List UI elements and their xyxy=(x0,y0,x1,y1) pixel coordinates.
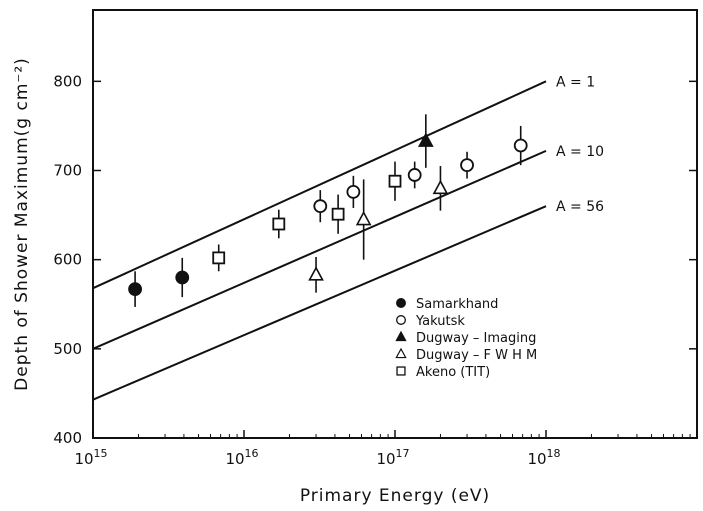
y-tick-label: 600 xyxy=(53,251,82,269)
model-line-label: A = 10 xyxy=(556,144,604,160)
legend-marker-dugway-f-w-h-m xyxy=(395,347,407,359)
y-tick-label: 700 xyxy=(53,162,82,180)
legend-label-dugway-f-w-h-m: Dugway – F W H M xyxy=(416,348,537,363)
akeno-tit-point xyxy=(212,251,226,265)
model-line xyxy=(92,149,547,350)
yakutsk-point xyxy=(407,168,422,182)
x-tick-label: 1018 xyxy=(527,447,560,468)
x-axis-title: Primary Energy (eV) xyxy=(300,486,490,506)
x-tick-exponent: 17 xyxy=(396,447,410,460)
legend-marker-yakutsk xyxy=(396,315,406,325)
samarkhand-point xyxy=(128,282,142,296)
y-tick-label: 500 xyxy=(53,340,82,358)
model-line-label: A = 56 xyxy=(556,199,604,215)
x-tick-base: 10 xyxy=(74,450,93,468)
dugway-f-w-h-m-point xyxy=(355,210,372,226)
y-axis-title: Depth of Shower Maximum(g cm⁻²) xyxy=(12,57,32,391)
legend-label-yakutsk: Yakutsk xyxy=(415,314,465,329)
legend-label-dugway-imaging: Dugway – Imaging xyxy=(416,331,536,346)
x-tick-label: 1016 xyxy=(225,447,258,468)
model-line-label: A = 1 xyxy=(556,74,595,90)
x-tick-exponent: 15 xyxy=(94,447,108,460)
x-tick-label: 1017 xyxy=(376,447,409,468)
akeno-tit-point xyxy=(331,207,345,221)
dugway-f-w-h-m-point xyxy=(308,266,324,281)
yakutsk-point xyxy=(313,199,328,214)
yakutsk-point xyxy=(460,158,474,173)
samarkhand-point xyxy=(175,270,190,285)
legend-label-samarkhand: Samarkhand xyxy=(416,297,498,312)
x-tick-label: 1015 xyxy=(74,447,107,468)
akeno-tit-point xyxy=(388,174,402,188)
legend-marker-dugway-imaging xyxy=(395,330,407,342)
x-tick-base: 10 xyxy=(225,450,244,468)
dugway-f-w-h-m-point xyxy=(432,179,449,195)
model-line xyxy=(92,205,547,401)
dugway-imaging-point xyxy=(417,132,434,147)
legend-label-akeno-tit: Akeno (TIT) xyxy=(416,365,490,380)
yakutsk-point xyxy=(346,184,361,199)
x-tick-exponent: 16 xyxy=(245,447,259,460)
plot-frame xyxy=(92,9,698,439)
legend-marker-akeno-tit xyxy=(396,366,406,376)
y-tick-label: 400 xyxy=(53,429,82,447)
x-tick-exponent: 18 xyxy=(547,447,561,460)
y-tick-label: 800 xyxy=(53,72,82,90)
model-line xyxy=(92,80,547,290)
yakutsk-point xyxy=(513,138,528,153)
x-tick-base: 10 xyxy=(376,450,395,468)
legend-marker-samarkhand xyxy=(396,298,406,308)
x-tick-base: 10 xyxy=(527,450,546,468)
akeno-tit-point xyxy=(272,217,286,231)
